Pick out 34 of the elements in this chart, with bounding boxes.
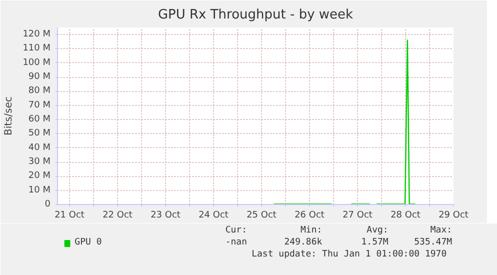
y-tick-label: 70 M <box>28 100 50 110</box>
y-tick-label: 40 M <box>28 142 50 153</box>
text: -nan <box>225 238 248 248</box>
x-tick-label: 27 Oct <box>342 210 373 220</box>
x-tick-label: 22 Oct <box>102 210 133 220</box>
text: 1.57M <box>361 238 389 248</box>
text: 535.47M <box>414 238 453 248</box>
text: Avg: <box>366 226 388 236</box>
y-tick-label: 60 M <box>28 114 50 125</box>
y-tick-label: 20 M <box>28 171 50 182</box>
y-tick-label: 30 M <box>28 157 50 168</box>
text: Min: <box>300 226 322 236</box>
x-tick-label: 28 Oct <box>390 210 421 220</box>
y-tick-label: 110 M <box>22 44 51 54</box>
chart-title: GPU Rx Throughput - by week <box>158 8 354 22</box>
text: 249.86k <box>284 238 323 248</box>
x-tick-label: 25 Oct <box>246 210 277 220</box>
y-tick-label: 100 M <box>22 58 51 68</box>
x-tick-label: 23 Oct <box>150 210 181 220</box>
x-tick-label: 26 Oct <box>294 210 325 220</box>
y-tick-label: 80 M <box>28 86 50 96</box>
text: Max: <box>430 226 452 236</box>
x-tick-label: 21 Oct <box>54 210 85 220</box>
text: Last update: Thu Jan 1 01:00:00 1970 <box>252 250 447 260</box>
y-axis-title: Bits/sec <box>4 96 15 136</box>
legend-label: GPU 0 <box>74 238 102 248</box>
y-tick-label: 120 M <box>22 30 51 40</box>
text: Cur: <box>225 226 248 236</box>
y-tick-label: 50 M <box>28 128 50 139</box>
x-tick-label: 29 Oct <box>438 210 469 220</box>
x-tick-label: 24 Oct <box>198 210 229 220</box>
y-tick-label: 10 M <box>28 185 50 196</box>
y-tick-label: 90 M <box>28 72 50 82</box>
y-tick-label: 0 <box>44 200 51 210</box>
